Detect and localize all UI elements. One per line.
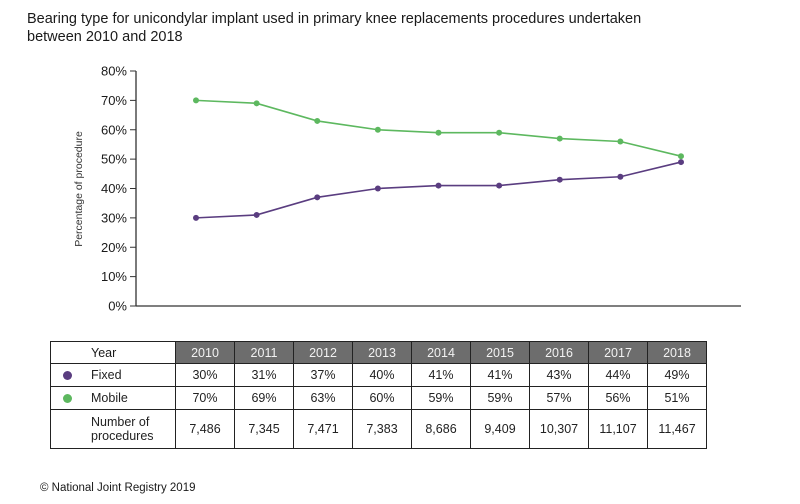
y-tick-label: 50% <box>101 152 127 167</box>
table-cell: 7,383 <box>352 409 412 449</box>
table-cell: 11,107 <box>588 409 648 449</box>
fixed-data-point <box>314 194 321 201</box>
fixed-series-line <box>195 161 682 219</box>
chart-title: Bearing type for unicondylar implant use… <box>27 10 747 46</box>
table-cell: 56% <box>588 386 648 410</box>
procedures-label-line-2: procedures <box>91 429 154 443</box>
table-cell: 57% <box>529 386 589 410</box>
table-cell: 70% <box>175 386 235 410</box>
table-cell: 30% <box>175 363 235 387</box>
procedures-label: Number of procedures <box>91 415 154 443</box>
table-row-mobile: Mobile 70% 69% 63% 60% 59% 59% 57% 56% 5… <box>50 386 707 410</box>
year-cell: 2015 <box>470 341 530 364</box>
procedures-label-line-1: Number of <box>91 415 150 429</box>
mobile-data-point <box>374 126 381 133</box>
table-cell: 7,486 <box>175 409 235 449</box>
mobile-data-point <box>253 100 260 107</box>
mobile-label: Mobile <box>91 391 128 405</box>
procedures-label-cell: Number of procedures <box>50 409 176 449</box>
mobile-data-point <box>678 153 684 160</box>
table-cell: 51% <box>647 386 707 410</box>
table-cell: 43% <box>529 363 589 387</box>
table-cell: 63% <box>293 386 353 410</box>
fixed-data-point <box>374 185 381 192</box>
mobile-data-point <box>496 129 503 136</box>
year-cell: 2012 <box>293 341 353 364</box>
table-cell: 37% <box>293 363 353 387</box>
y-tick-label: 70% <box>101 93 127 108</box>
fixed-data-point <box>193 214 199 221</box>
table-cell: 49% <box>647 363 707 387</box>
table-cell: 44% <box>588 363 648 387</box>
mobile-data-point <box>435 129 442 136</box>
fixed-legend-marker-icon <box>63 370 72 380</box>
mobile-legend-marker-icon <box>63 393 72 403</box>
table-row-fixed: Fixed 30% 31% 37% 40% 41% 41% 43% 44% 49… <box>50 363 707 387</box>
y-tick-label: 20% <box>101 240 127 255</box>
mobile-data-point <box>556 135 563 142</box>
table-cell: 59% <box>411 386 471 410</box>
y-tick-label: 10% <box>101 269 127 284</box>
fixed-label: Fixed <box>91 368 122 382</box>
year-header-label: Year <box>91 345 117 360</box>
y-tick-label: 30% <box>101 210 127 225</box>
table-row-procedures: Number of procedures 7,486 7,345 7,471 7,… <box>50 409 707 449</box>
table-cell: 31% <box>234 363 294 387</box>
table-cell: 59% <box>470 386 530 410</box>
fixed-data-point <box>253 211 260 218</box>
y-tick-label: 0% <box>108 299 127 314</box>
table-cell: 40% <box>352 363 412 387</box>
year-cell: 2017 <box>588 341 648 364</box>
chart-title-line-2: between 2010 and 2018 <box>27 29 183 45</box>
y-tick-label: 80% <box>101 64 127 79</box>
table-cell: 41% <box>470 363 530 387</box>
year-cell: 2016 <box>529 341 589 364</box>
copyright-credit: © National Joint Registry 2019 <box>40 482 196 494</box>
year-cell: 2018 <box>647 341 707 364</box>
table-cell: 69% <box>234 386 294 410</box>
year-header-cell: Year <box>50 341 176 364</box>
fixed-data-point <box>556 176 563 183</box>
table-cell: 11,467 <box>647 409 707 449</box>
mobile-data-point <box>617 138 624 145</box>
table-cell: 7,471 <box>293 409 353 449</box>
fixed-data-point <box>617 173 624 180</box>
mobile-series-line <box>195 99 682 157</box>
fixed-label-cell: Fixed <box>50 363 176 387</box>
table-header-row: Year 2010 2011 2012 2013 2014 2015 2016 … <box>50 341 707 364</box>
table-cell: 7,345 <box>234 409 294 449</box>
series-group <box>193 97 684 221</box>
mobile-data-point <box>193 97 199 104</box>
table-cell: 9,409 <box>470 409 530 449</box>
y-axis-title: Percentage of procedure <box>73 131 85 247</box>
y-tick-label: 60% <box>101 122 127 137</box>
table-cell: 41% <box>411 363 471 387</box>
year-cell: 2013 <box>352 341 412 364</box>
year-cell: 2011 <box>234 341 294 364</box>
fixed-data-point <box>435 182 442 189</box>
data-table: Year 2010 2011 2012 2013 2014 2015 2016 … <box>50 341 707 449</box>
fixed-data-point <box>678 159 684 166</box>
year-cell: 2014 <box>411 341 471 364</box>
fixed-data-point <box>496 182 503 189</box>
mobile-data-point <box>314 117 321 124</box>
mobile-label-cell: Mobile <box>50 386 176 410</box>
table-cell: 8,686 <box>411 409 471 449</box>
year-cell: 2010 <box>175 341 235 364</box>
y-axis: 0% 10% 20% 30% 40% 50% 60% 70% 80% <box>101 64 136 314</box>
table-cell: 60% <box>352 386 412 410</box>
y-tick-label: 40% <box>101 181 127 196</box>
chart-title-line-1: Bearing type for unicondylar implant use… <box>27 11 642 27</box>
line-chart: 0% 10% 20% 30% 40% 50% 60% 70% 80% Percentage of… <box>73 64 741 314</box>
table-cell: 10,307 <box>529 409 589 449</box>
